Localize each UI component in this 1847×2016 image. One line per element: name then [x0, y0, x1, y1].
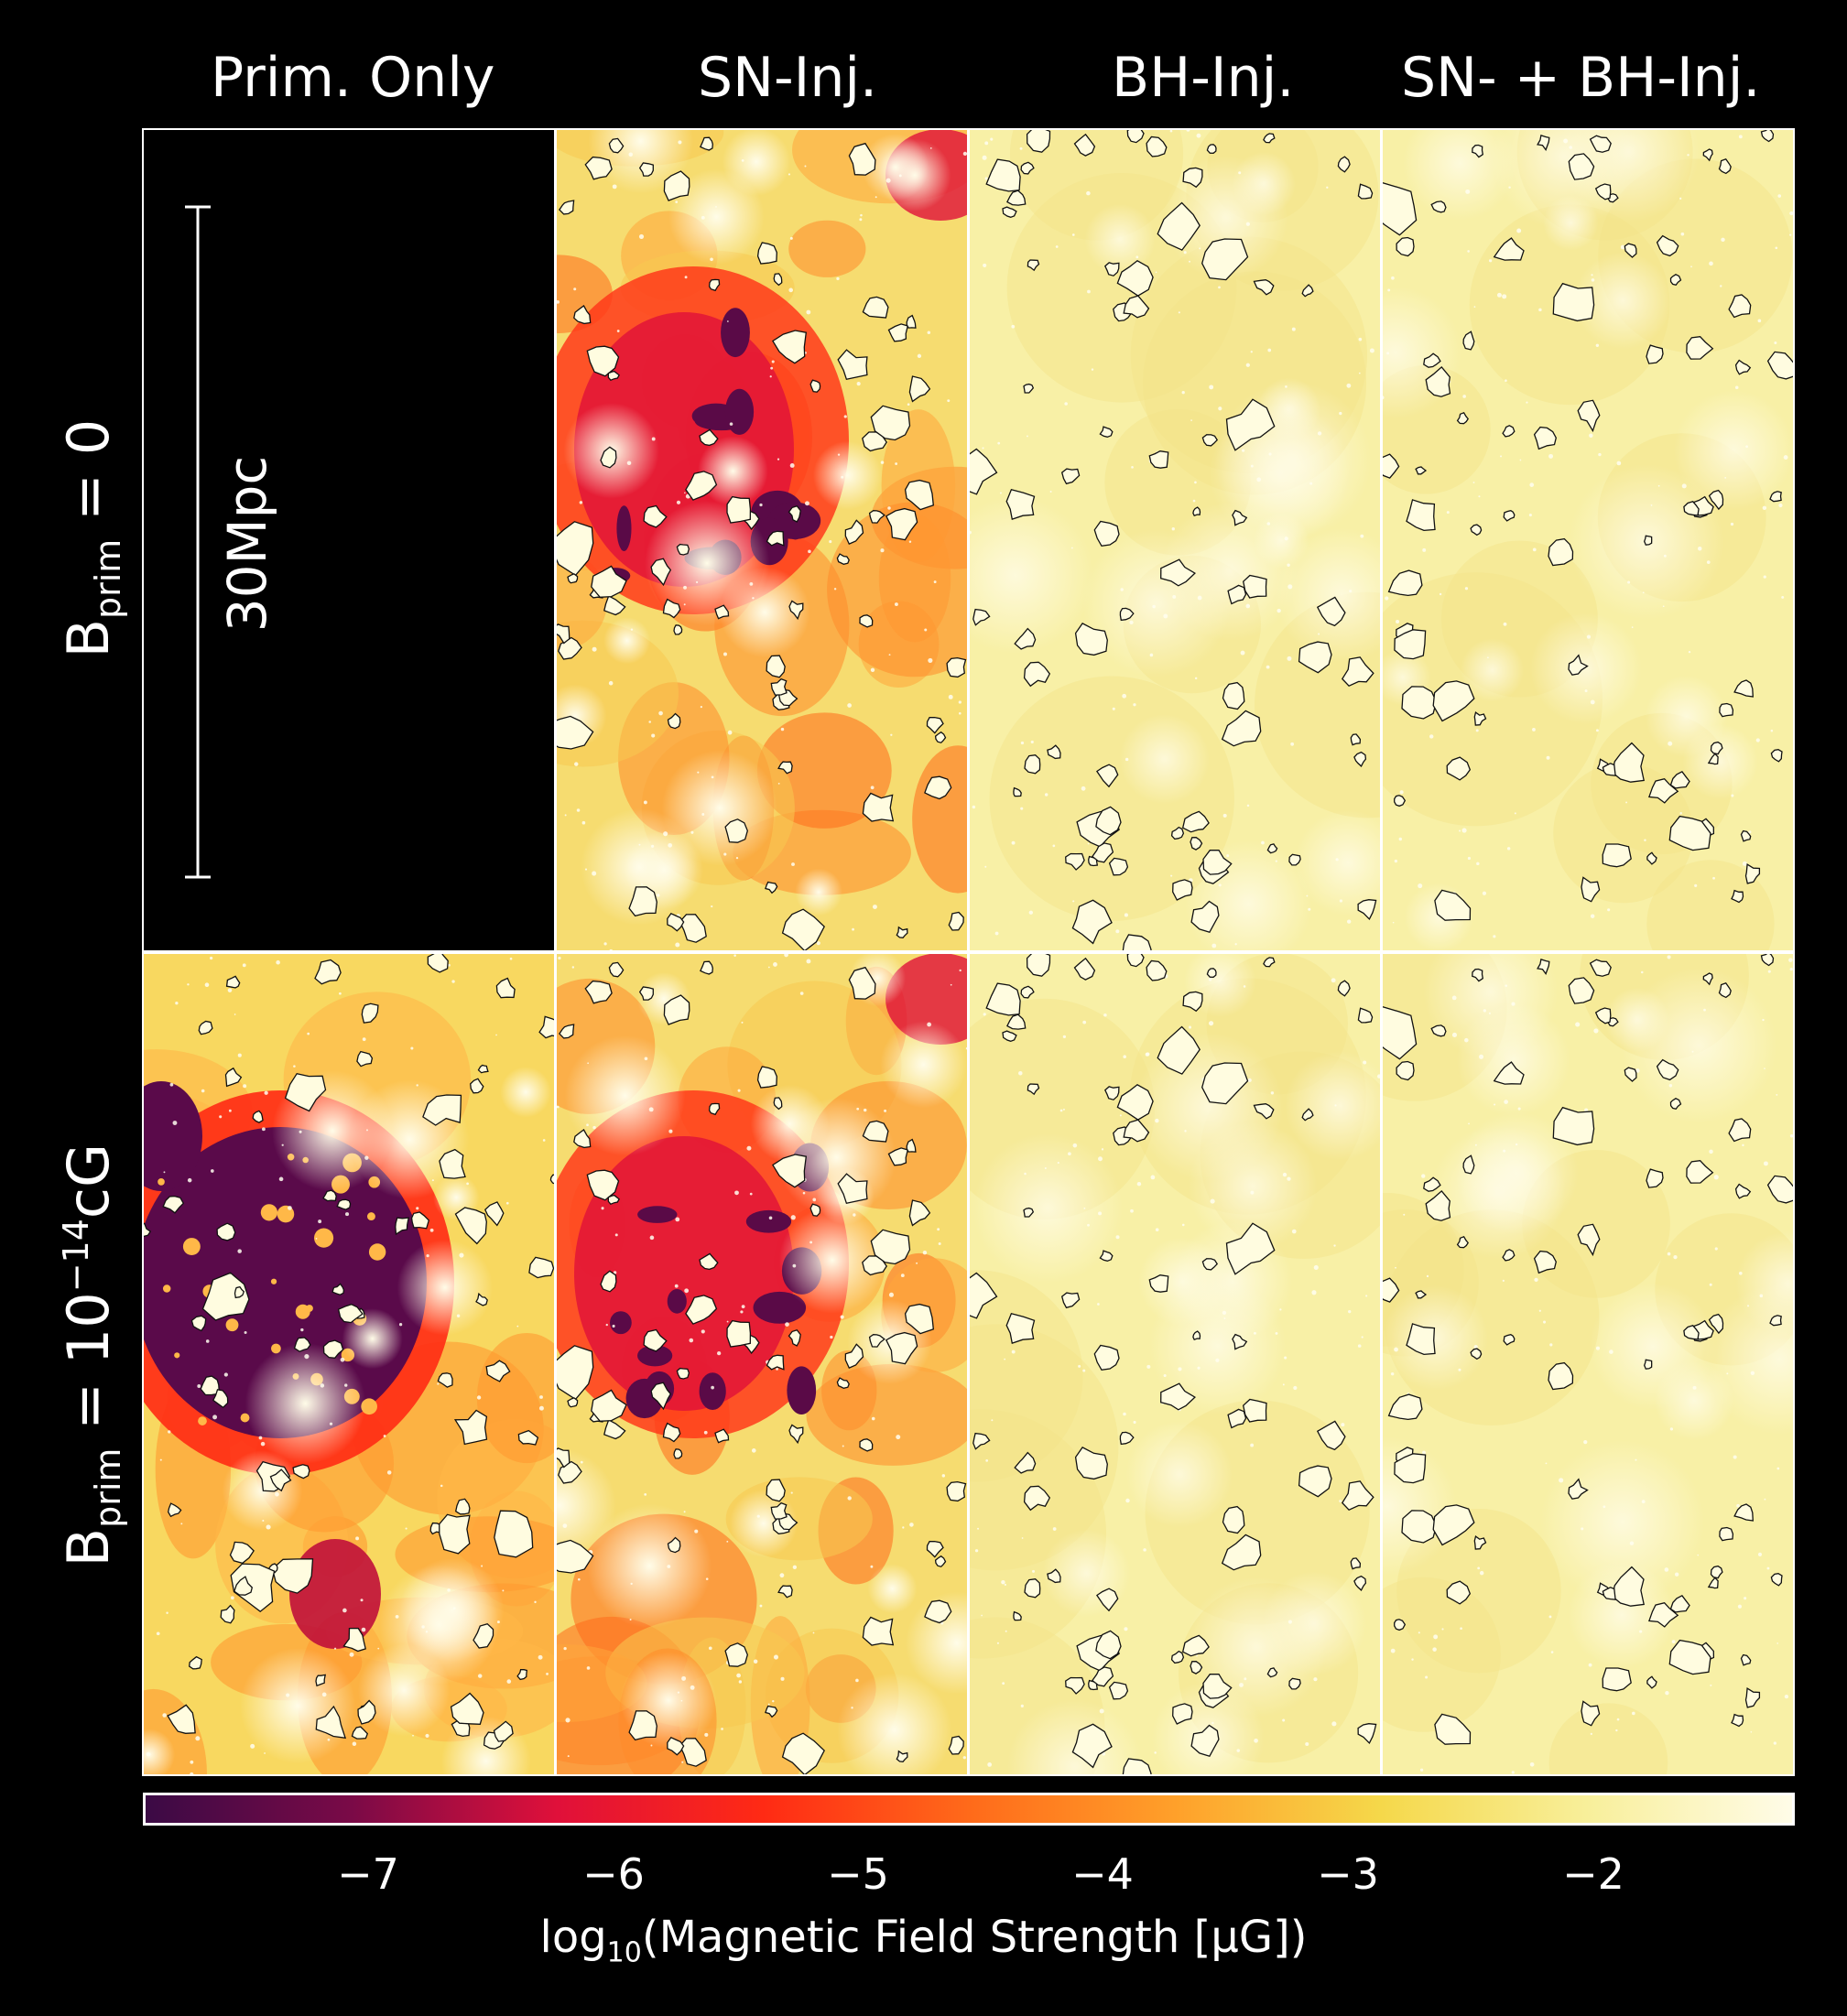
- colorbar-tick-label: −2: [1562, 1849, 1624, 1899]
- panel-sn-bh-inj-bprim-zero: [1381, 128, 1795, 952]
- colorbar-tick-label: −3: [1317, 1849, 1379, 1899]
- column-title-prim-only: Prim. Only: [211, 46, 495, 110]
- colorbar-tick-label: −6: [582, 1849, 645, 1899]
- colorbar-tick-label: −5: [827, 1849, 889, 1899]
- colorbar-axis-label: log10(Magnetic Field Strength [μG]): [539, 1912, 1308, 1969]
- column-title-sn-inj: SN-Inj.: [698, 46, 878, 110]
- colorbar-tick-label: −7: [337, 1849, 399, 1899]
- column-title-bh-inj: BH-Inj.: [1112, 46, 1295, 110]
- scale-bar: [185, 205, 211, 879]
- panel-bh-inj-bprim-zero: [968, 128, 1382, 952]
- panel-grid: [142, 128, 1795, 1777]
- panel-bh-inj-bprim-1e-14: [968, 952, 1382, 1776]
- row-label-bprim-1e-14: Bprim = 10−14cG: [54, 1143, 129, 1567]
- panel-prim-only-bprim-zero: [142, 128, 556, 952]
- panel-sn-inj-bprim-zero: [555, 128, 969, 952]
- column-title-sn-bh-inj: SN- + BH-Inj.: [1401, 46, 1761, 110]
- scale-bar-label: 30Mpc: [216, 455, 278, 633]
- panel-prim-only-bprim-1e-14: [142, 952, 556, 1776]
- colorbar-tick-label: −4: [1071, 1849, 1134, 1899]
- row-label-bprim-zero: Bprim = 0: [54, 418, 129, 658]
- panel-sn-bh-inj-bprim-1e-14: [1381, 952, 1795, 1776]
- colorbar: [143, 1793, 1795, 1826]
- panel-sn-inj-bprim-1e-14: [555, 952, 969, 1776]
